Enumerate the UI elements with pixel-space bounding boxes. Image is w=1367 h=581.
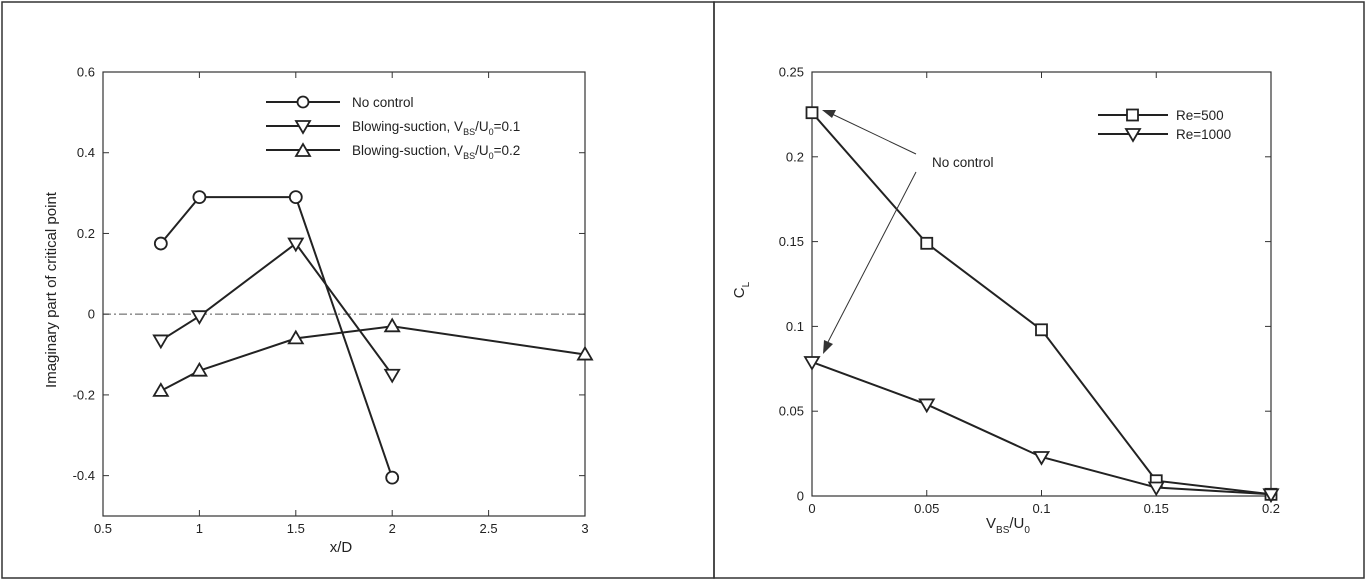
data-point-0-2-0: [152, 382, 170, 397]
x-tick-label: 0.1: [1032, 501, 1050, 516]
legend-triangle-up-marker: [294, 142, 312, 157]
y-tick-label: 0.2: [786, 149, 804, 164]
left-panel-frame: [1, 1, 715, 579]
y-tick-label: -0.4: [73, 468, 95, 483]
right-x-axis-label: VBS/U0: [986, 515, 1030, 536]
series-line-1-1: [811, 361, 1272, 496]
data-point-1-0-0: [805, 106, 819, 120]
annotation-no-control: No control: [932, 155, 994, 170]
annotation-arrowhead-upper: [822, 110, 836, 118]
data-point-0-1-1: [190, 310, 208, 325]
x-tick-label: 0.2: [1262, 501, 1280, 516]
legend-label-re500: Re=500: [1176, 108, 1224, 123]
y-tick-label: 0.15: [779, 234, 804, 249]
data-point-0-0-3: [385, 470, 400, 485]
y-tick-label: -0.2: [73, 387, 95, 402]
data-point-0-0-2: [288, 190, 303, 205]
legend-entry-bs-02: Blowing-suction, VBS/U0=0.2: [266, 142, 520, 161]
data-point-1-0-1: [920, 236, 934, 250]
y-tick-label: 0.25: [779, 65, 804, 80]
right-legend: Re=500 Re=1000: [1098, 108, 1231, 143]
x-tick-label: 1: [196, 521, 203, 536]
y-tick-label: 0: [797, 489, 804, 504]
left-plot-area: [102, 71, 586, 517]
left-y-axis-label: Imaginary part of critical point: [43, 191, 60, 388]
data-point-0-1-3: [383, 368, 401, 384]
data-point-1-1-3: [1147, 481, 1165, 497]
y-tick-label: 0.6: [77, 65, 95, 80]
x-tick-label: 3: [581, 521, 588, 536]
legend-label-bs-01: Blowing-suction, VBS/U0=0.1: [352, 119, 520, 137]
y-tick-label: 0.4: [77, 145, 95, 160]
data-point-0-0-1: [192, 190, 207, 205]
series-line-1-0: [811, 112, 1272, 496]
legend-square-marker: [1126, 108, 1139, 122]
legend-triangle-down-marker: [294, 120, 312, 135]
y-tick-label: 0: [88, 307, 95, 322]
legend-circle-marker: [296, 95, 310, 109]
series-line-0-0: [160, 196, 394, 478]
legend-label-re1000: Re=1000: [1176, 127, 1231, 142]
x-tick-label: 1.5: [287, 521, 305, 536]
legend-entry-no-control: No control: [266, 95, 414, 110]
series-line-0-2: [160, 325, 586, 392]
x-tick-label: 0: [808, 501, 815, 516]
x-tick-label: 0.05: [914, 501, 939, 516]
data-point-1-1-2: [1032, 451, 1051, 466]
x-tick-label: 2.5: [480, 521, 498, 536]
annotation-arrow-lower: [827, 171, 917, 343]
data-point-1-1-1: [918, 398, 936, 414]
x-tick-label: 0.5: [94, 521, 112, 536]
annotation-arrow-upper: [831, 113, 917, 155]
data-point-0-2-2: [287, 329, 305, 345]
series-line-0-1: [160, 242, 394, 376]
data-point-0-2-3: [383, 317, 401, 333]
left-x-axis-label: x/D: [330, 539, 353, 556]
y-tick-label: 0.1: [786, 319, 804, 334]
right-panel-frame: [713, 1, 1365, 579]
legend-triangle-down-marker-2: [1124, 128, 1142, 143]
x-tick-label: 2: [389, 521, 396, 536]
data-point-0-2-4: [576, 345, 594, 361]
right-y-axis-label: CL: [731, 281, 752, 298]
data-point-1-1-0: [803, 356, 821, 371]
y-tick-label: 0.05: [779, 404, 804, 419]
data-point-0-1-2: [287, 237, 305, 253]
data-point-0-0-0: [153, 236, 168, 251]
annotation-arrowhead-lower: [823, 340, 833, 354]
legend-label-no-control: No control: [352, 95, 414, 110]
left-chart: 0.5 1 1.5 2 2.5 3 -0.4 -0.2 0 0.2 0.4 0.6 x/D Imagi…: [43, 65, 594, 556]
x-tick-label: 0.15: [1144, 501, 1169, 516]
data-point-0-1-0: [152, 334, 170, 350]
right-chart: 0 0.05 0.1 0.15 0.2 0 0.05 0.1 0.15 0.2 0.25 VBS/U…: [731, 65, 1280, 537]
legend-label-bs-02: Blowing-suction, VBS/U0=0.2: [352, 143, 520, 161]
legend-entry-bs-01: Blowing-suction, VBS/U0=0.1: [266, 119, 520, 137]
legend-entry-re1000: Re=1000: [1098, 127, 1231, 143]
no-control-annotation: No control: [822, 110, 994, 354]
data-point-1-1-4: [1262, 488, 1280, 504]
y-tick-label: 0.2: [77, 226, 95, 241]
left-legend: No control Blowing-suction, VBS/U0=0.1 B…: [266, 95, 520, 161]
data-point-0-2-1: [190, 361, 208, 377]
legend-entry-re500: Re=500: [1098, 108, 1224, 123]
data-point-1-0-2: [1035, 323, 1048, 337]
